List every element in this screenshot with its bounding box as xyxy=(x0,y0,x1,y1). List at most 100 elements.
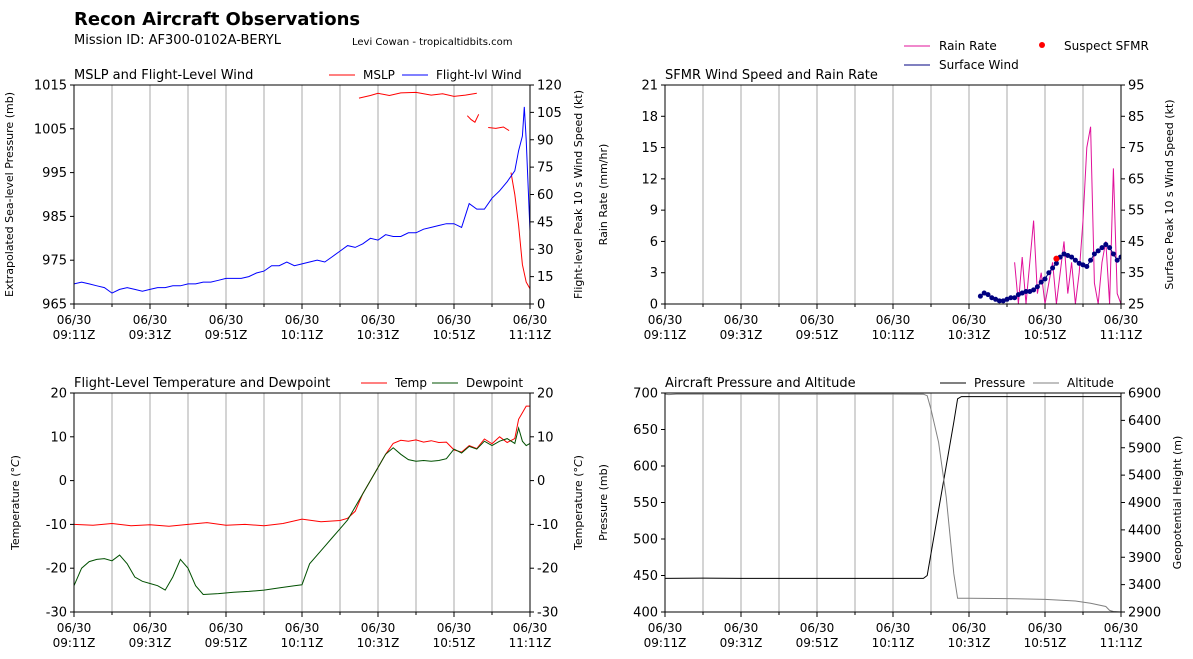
surface-wind-point xyxy=(1114,257,1120,263)
y2-tick-label: 90 xyxy=(537,133,554,148)
y-tick-label: 18 xyxy=(641,110,658,125)
y-tick-label: 450 xyxy=(633,569,658,584)
surface-wind-point xyxy=(1008,295,1014,301)
series-group xyxy=(74,91,530,294)
x-tick-label-line: 06/30 xyxy=(513,313,548,327)
legend-label: Flight-lvl Wind xyxy=(436,68,522,82)
x-tick-label-line: 10:51Z xyxy=(433,328,476,342)
y2-tick-label: 45 xyxy=(537,215,554,230)
series-group xyxy=(977,126,1121,305)
x-tick-label-line: 06/30 xyxy=(648,621,683,635)
surface-wind-point xyxy=(1118,254,1121,260)
surface-wind-point xyxy=(1103,242,1109,248)
legend-label: Rain Rate xyxy=(939,39,997,53)
x-tick-label-line: 06/30 xyxy=(133,313,168,327)
x-tick-label-line: 06/30 xyxy=(952,313,987,327)
panel-title: Aircraft Pressure and Altitude xyxy=(665,376,856,391)
x-tick-label-line: 09:31Z xyxy=(129,328,172,342)
x-tick-label: 06/30 09:51Z xyxy=(796,621,839,650)
y-tick-label: 985 xyxy=(42,210,67,225)
x-tick-label-line: 06/30 xyxy=(1028,621,1063,635)
surface-wind-point xyxy=(1110,251,1116,257)
y-axis-label-part: Temperature ( xyxy=(9,473,22,551)
x-tick-label-line: 06/30 xyxy=(285,313,320,327)
y2-tick-label: 55 xyxy=(1128,204,1145,219)
x-tick-label-line: 09:51Z xyxy=(796,328,839,342)
x-tick-label: 06/30 09:31Z xyxy=(129,313,172,342)
panel-title: MSLP and Flight-Level Wind xyxy=(74,68,253,83)
x-tick-label: 06/30 09:11Z xyxy=(644,621,687,650)
x-tick-label: 06/30 09:31Z xyxy=(720,313,763,342)
y-tick-label: 995 xyxy=(42,166,67,181)
y-tick-label: 9 xyxy=(650,204,658,219)
x-tick-label-line: 10:31Z xyxy=(357,636,400,650)
x-tick-label-line: 06/30 xyxy=(1104,313,1139,327)
y2-tick-label: 5900 xyxy=(1128,441,1161,456)
y-tick-label: 6 xyxy=(650,235,658,250)
series-line-mslp xyxy=(510,172,530,289)
surface-wind-point xyxy=(1042,276,1048,282)
x-tick-label-line: 09:31Z xyxy=(129,636,172,650)
x-tick-label: 06/30 10:31Z xyxy=(948,313,991,342)
x-tick-label-line: 09:11Z xyxy=(644,328,687,342)
series-line-pressure xyxy=(665,396,1121,579)
degree-c: °C xyxy=(9,459,22,473)
x-tick-label: 06/30 11:11Z xyxy=(509,313,552,342)
y2-tick-label: 25 xyxy=(1128,298,1145,313)
panel-title: Flight-Level Temperature and Dewpoint xyxy=(74,376,330,391)
y-tick-label: 700 xyxy=(633,387,658,402)
x-tick-label-line: 06/30 xyxy=(285,621,320,635)
legend-label: Altitude xyxy=(1067,376,1114,390)
y-tick-label: 3 xyxy=(650,266,658,281)
y2-axis-label: Surface Peak 10 s Wind Speed (kt) xyxy=(1163,99,1176,289)
x-tick-label-line: 06/30 xyxy=(361,621,396,635)
y2-tick-label: 10 xyxy=(537,430,554,445)
surface-wind-point xyxy=(1004,296,1010,302)
x-tick-label-line: 10:11Z xyxy=(281,328,324,342)
degree-c: °C xyxy=(572,459,585,473)
surface-wind-point xyxy=(1038,279,1044,285)
series-line-temp xyxy=(74,405,530,527)
y-tick-label: 550 xyxy=(633,496,658,511)
x-tick-label-line: 06/30 xyxy=(724,313,759,327)
x-tick-label-line: 06/30 xyxy=(513,621,548,635)
y2-tick-label: 4400 xyxy=(1128,523,1161,538)
y2-axis-label-part: Temperature ( xyxy=(572,473,585,551)
suspect-sfmr-point xyxy=(1053,255,1060,262)
y-axis-label-part: ) xyxy=(9,455,22,459)
surface-wind-point xyxy=(985,292,991,298)
surface-wind-point xyxy=(1084,263,1090,269)
x-tick-label-line: 06/30 xyxy=(648,313,683,327)
y-tick-label: 500 xyxy=(633,533,658,548)
y-tick-label: 15 xyxy=(641,141,658,156)
y2-tick-label: 75 xyxy=(1128,141,1145,156)
surface-wind-point xyxy=(1031,287,1037,293)
x-tick-label: 06/30 11:11Z xyxy=(1100,313,1143,342)
surface-wind-point xyxy=(1072,257,1078,263)
legend-label: Temp xyxy=(394,376,427,390)
y-tick-label: 10 xyxy=(50,430,67,445)
y2-tick-label: 30 xyxy=(537,243,554,258)
series-group xyxy=(665,393,1121,613)
surface-wind-point xyxy=(1107,245,1113,251)
y-tick-label: 965 xyxy=(42,298,67,313)
legend: MSLP Flight-lvl Wind xyxy=(329,68,522,82)
legend: Pressure Altitude xyxy=(940,376,1114,390)
y-tick-label: 600 xyxy=(633,460,658,475)
surface-wind-point xyxy=(989,295,995,301)
y2-tick-label: 6900 xyxy=(1128,387,1161,402)
x-tick-label-line: 11:11Z xyxy=(1100,328,1143,342)
x-tick-label-line: 06/30 xyxy=(800,621,835,635)
surface-wind-point xyxy=(993,296,999,302)
surface-wind-point xyxy=(1095,248,1101,254)
x-tick-label: 06/30 10:31Z xyxy=(357,313,400,342)
y-tick-label: 975 xyxy=(42,254,67,269)
x-tick-label: 06/30 10:51Z xyxy=(433,313,476,342)
surface-wind-point xyxy=(1046,270,1052,276)
y-tick-label: -10 xyxy=(46,518,67,533)
x-tick-label-line: 09:11Z xyxy=(644,636,687,650)
y2-tick-label: 85 xyxy=(1128,110,1145,125)
surface-wind-point xyxy=(1027,288,1033,294)
